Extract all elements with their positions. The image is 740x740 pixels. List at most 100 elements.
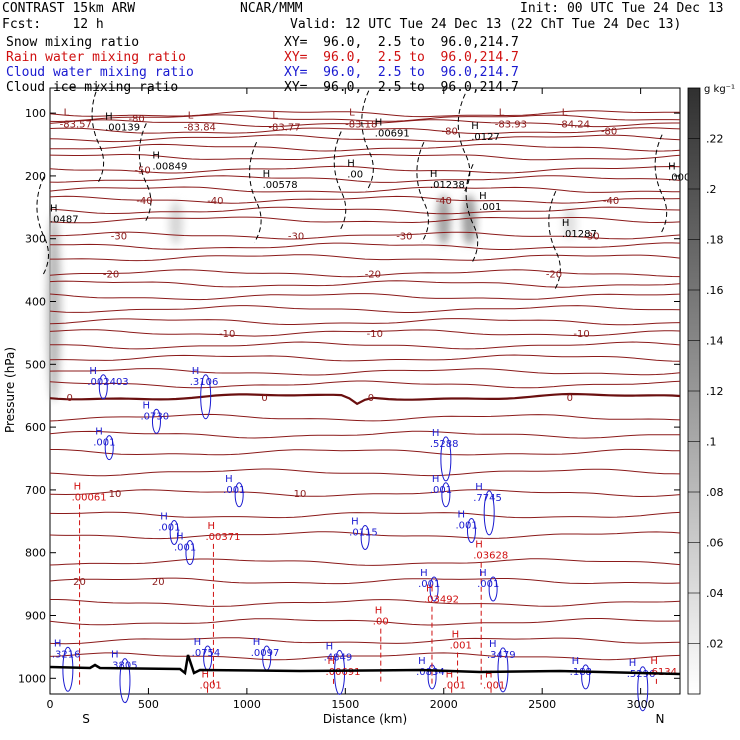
cloud-max-marker-15: H — [111, 650, 119, 661]
snow-max-marker-7: H — [479, 191, 487, 202]
cloud-max-value-7: .7745 — [473, 493, 502, 504]
cloud-max-marker-6: H — [432, 474, 440, 485]
temp-contour-34 — [49, 558, 681, 566]
cloud-max-value-2: .0730 — [140, 411, 169, 422]
snow-contour-10 — [36, 176, 49, 277]
cloud-max-marker-17: H — [253, 637, 261, 648]
snow-max-value-3: .00 — [347, 170, 363, 181]
rain-max-value-4: .00 — [373, 617, 389, 628]
y-tick-label-4: 500 — [25, 358, 46, 371]
colorbar-tick-label-3: .08 — [706, 486, 724, 499]
temp-contour-12 — [49, 216, 681, 224]
snow-max-marker-0: H — [105, 111, 113, 122]
temp-contour-37 — [49, 618, 681, 626]
temp-label-5-2: -20 — [546, 269, 562, 280]
temp-contour-29 — [50, 448, 681, 456]
temp-label-7-0: 0 — [67, 393, 73, 404]
temp-contour-1 — [49, 114, 681, 123]
cloud-max-marker-5: H — [225, 474, 233, 485]
cloud-max-marker-11: H — [176, 532, 184, 543]
temp-contour-22 — [50, 341, 681, 350]
cloud-max-marker-22: H — [629, 658, 637, 669]
temp-contour-0 — [49, 110, 681, 118]
temp-label-1-0: -80 — [441, 127, 457, 138]
temp-min-value-3: -83.18 — [345, 119, 377, 130]
snow-max-value-8: .01287 — [562, 229, 597, 240]
snow-max-marker-10: H — [50, 204, 58, 215]
cloud-max-value-20: .3479 — [487, 650, 516, 661]
temperature-contours — [49, 110, 681, 661]
x-axis-label: Distance (km) — [323, 712, 407, 726]
snow-contour-4 — [361, 90, 374, 191]
y-tick-label-3: 400 — [25, 296, 46, 309]
rain-max-value-0: .00061 — [72, 492, 107, 503]
temp-contour-13 — [49, 231, 681, 240]
field-cloud-label: Cloud water mixing ratio — [6, 65, 194, 80]
snow-contour-7 — [465, 163, 479, 265]
cloud-max-value-0: .002403 — [87, 377, 128, 388]
temp-label-3-3: -40 — [603, 196, 619, 207]
field-snow-xy: XY= 96.0, 2.5 to 96.0,214.7 — [284, 35, 519, 50]
init-time: Init: 00 UTC Tue 24 Dec 13 — [520, 1, 724, 16]
cloud-contour-3 — [104, 435, 114, 461]
center-name: NCAR/MMM — [240, 1, 303, 16]
cloud-max-marker-9: H — [457, 510, 465, 521]
cloud-water-contours — [62, 374, 649, 712]
temp-min-marker-1: L — [188, 110, 194, 121]
y-tick-label-2: 300 — [25, 233, 46, 246]
snow-contour-9 — [654, 134, 668, 235]
cloud-max-marker-10: H — [351, 516, 359, 527]
snow-max-marker-6: H — [471, 121, 479, 132]
snow-max-value-0: .00139 — [105, 122, 140, 133]
ice-shade-3 — [462, 194, 477, 245]
cloud-max-marker-2: H — [142, 400, 150, 411]
rain-max-marker-4: H — [375, 606, 383, 617]
snow-contour-8 — [548, 190, 561, 292]
colorbar: g kg⁻¹ .02 .04 .06 .08 .1 .12 .14 .16 .18 .2 .22 — [687, 84, 735, 695]
field-rain-xy: XY= 96.0, 2.5 to 96.0,214.7 — [284, 50, 519, 65]
cloud-max-value-19: .0834 — [416, 667, 445, 678]
temp-label-8-0: 10 — [109, 489, 122, 500]
cloud-max-marker-8: H — [160, 511, 168, 522]
cloud-contour-22 — [637, 666, 649, 712]
x-tick-label-6: 3000 — [627, 698, 655, 711]
valid-time: Valid: 12 UTC Tue 24 Dec 13 (22 ChT Tue … — [290, 17, 682, 32]
plot-frame — [49, 87, 681, 695]
colorbar-tick-label-8: .18 — [706, 234, 724, 247]
colorbar-tick-label-6: .14 — [706, 335, 724, 348]
snow-max-value-2: .00578 — [263, 180, 298, 191]
cloud-max-marker-21: H — [572, 656, 580, 667]
temp-contour-7 — [49, 165, 681, 174]
temp-contour-6 — [49, 153, 681, 161]
cloud-max-value-4: .5288 — [430, 439, 459, 450]
temp-contour-24 — [49, 368, 681, 376]
temp-label-5-1: -20 — [365, 269, 381, 280]
x-tick-label-1: 500 — [138, 698, 159, 711]
cloud-max-marker-19: H — [418, 656, 426, 667]
temp-contour-38 — [49, 637, 681, 645]
rain-max-marker-1: H — [207, 521, 215, 532]
field-cloud-xy: XY= 96.0, 2.5 to 96.0,214.7 — [284, 65, 519, 80]
snow-max-value-4: .00691 — [375, 129, 410, 140]
rain-max-marker-9: H — [202, 670, 210, 681]
cloud-contour-1 — [200, 374, 212, 420]
cloud-max-value-18: .4849 — [324, 652, 353, 663]
cloud-contour-15 — [119, 658, 131, 704]
cloud-max-value-10: .0115 — [349, 527, 378, 538]
cloud-max-value-11: .001 — [174, 543, 196, 554]
temp-contour-21 — [49, 329, 681, 337]
temp-label-6-0: -10 — [219, 329, 235, 340]
temp-label-4-0: -30 — [111, 232, 127, 243]
field-rain-label: Rain water mixing ratio — [6, 50, 187, 65]
cloud-contour-18 — [334, 649, 346, 695]
snow-max-marker-4: H — [375, 118, 383, 129]
snow-max-value-5: .01238 — [430, 180, 465, 191]
cloud-max-value-15: .3805 — [109, 661, 138, 672]
rain-max-value-2: .03628 — [473, 551, 508, 562]
temp-contour-26 — [49, 392, 681, 406]
snow-contour-2 — [249, 141, 262, 243]
temp-label-4-2: -30 — [396, 232, 412, 243]
temp-min-value-2: -83.77 — [268, 122, 300, 133]
temp-contour-20 — [49, 318, 681, 326]
